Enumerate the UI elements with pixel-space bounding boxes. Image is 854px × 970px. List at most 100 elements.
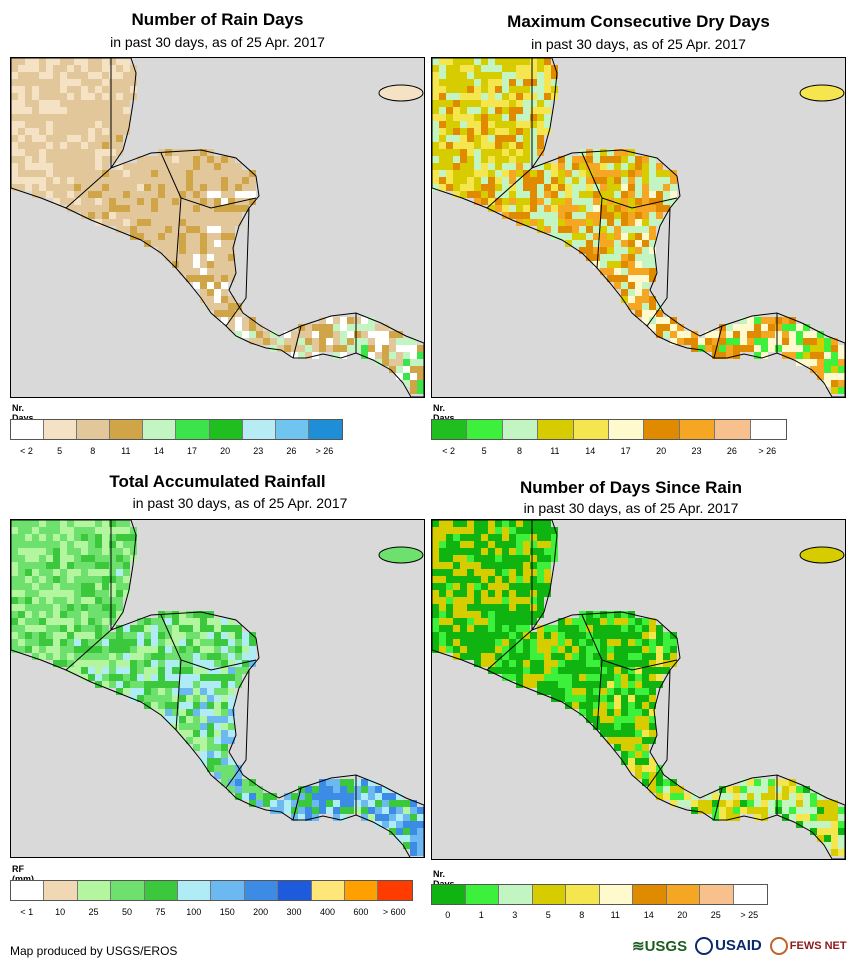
map-cell [221,674,228,681]
map-cell [95,667,102,674]
map-cell [88,205,95,212]
map-cell [60,156,67,163]
map-cell [221,177,228,184]
map-cell [32,527,39,534]
map-cell [803,807,810,814]
map-cell [523,65,530,72]
map-cell [537,667,544,674]
map-cell [635,289,642,296]
map-cell [116,191,123,198]
map-cell [74,520,81,527]
map-cell [705,800,712,807]
map-cell [607,653,614,660]
map-cell [130,534,137,541]
map-cell [53,569,60,576]
map-cell [754,814,761,821]
map[interactable] [10,57,425,398]
map-cell [88,660,95,667]
map-cell [635,744,642,751]
map-cell [474,569,481,576]
map-cell [831,800,838,807]
map-cell [172,625,179,632]
map-cell [663,184,670,191]
map-cell [116,226,123,233]
map-cell [663,317,670,324]
legend-swatch [733,885,767,904]
map-cell [544,128,551,135]
map-cell [25,569,32,576]
map-cell [488,86,495,93]
map[interactable] [431,57,846,398]
map-cell [46,632,53,639]
map-cell [600,247,607,254]
map-cell [572,184,579,191]
map-cell [544,653,551,660]
map-cell [488,597,495,604]
map-cell [102,569,109,576]
map-cell [586,618,593,625]
map-cell [25,527,32,534]
map-cell [635,758,642,765]
map-cell [67,632,74,639]
map-cell [67,156,74,163]
map-cell [502,569,509,576]
map-cell [726,331,733,338]
map-cell [810,800,817,807]
map-cell [600,716,607,723]
map-cell [467,520,474,527]
map-cell [460,149,467,156]
map-cell [95,93,102,100]
map-cell [340,338,347,345]
map-cell [446,100,453,107]
map-cell [446,534,453,541]
map-cell [32,142,39,149]
map-cell [523,177,530,184]
map-cell [607,730,614,737]
map-cell [228,163,235,170]
map-cell [389,821,396,828]
map-cell [88,79,95,86]
map-cell [467,86,474,93]
map-cell [116,611,123,618]
map-cell [81,163,88,170]
map-cell [516,590,523,597]
map-cell [347,779,354,786]
map-cell [130,170,137,177]
map-cell [123,653,130,660]
map-cell [488,191,495,198]
map-cell [474,128,481,135]
map-cell [200,296,207,303]
map-cell [102,135,109,142]
map-cell [81,121,88,128]
map-cell [516,156,523,163]
map-cell [123,58,130,65]
map-cell [11,107,18,114]
map-cell [382,352,389,359]
map-cell [635,639,642,646]
map-cell [88,541,95,548]
map-cell [544,527,551,534]
map-cell [509,100,516,107]
map-cell [179,660,186,667]
map-cell [481,639,488,646]
map-cell [600,730,607,737]
map-cell [46,114,53,121]
map-cell [291,814,298,821]
map-cell [796,338,803,345]
map-cell [530,142,537,149]
map-cell [628,709,635,716]
map-cell [235,646,242,653]
map-cell [544,191,551,198]
map-cell [361,800,368,807]
map-cell [144,695,151,702]
map-cell [761,345,768,352]
map[interactable] [10,519,425,858]
map-cell [200,247,207,254]
map-cell [509,548,516,555]
map-cell [509,93,516,100]
map-cell [439,520,446,527]
map[interactable] [431,519,846,860]
map-cell [460,583,467,590]
map-cell [158,177,165,184]
map-cell [67,65,74,72]
